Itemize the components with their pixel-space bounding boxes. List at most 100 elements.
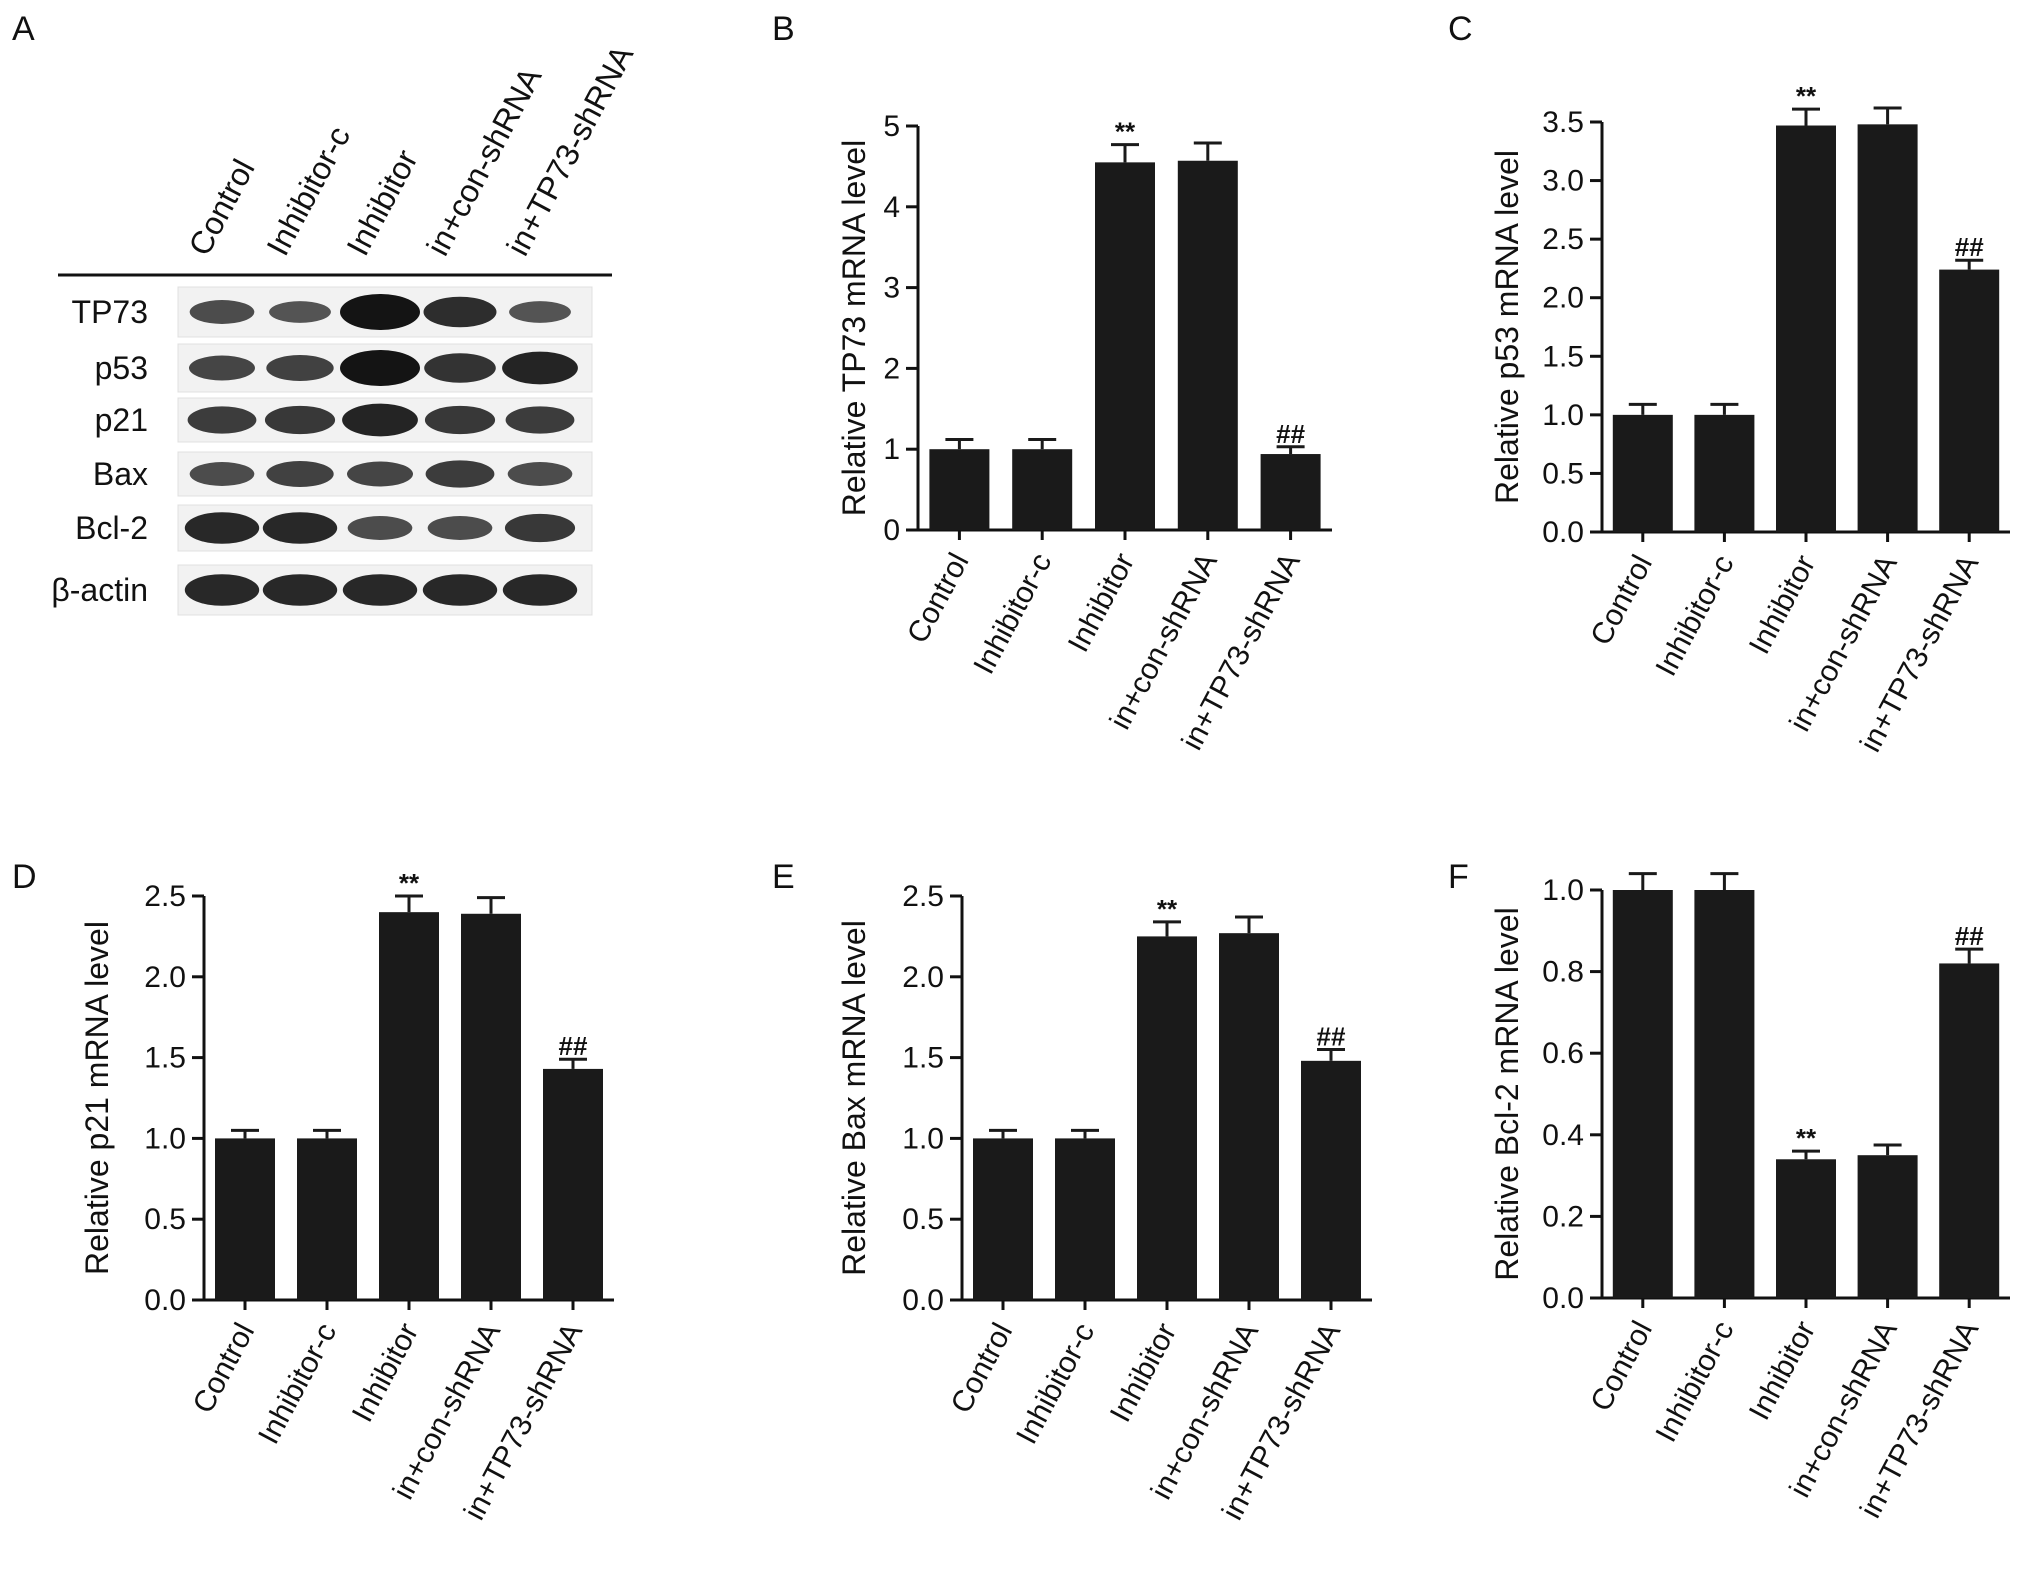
bar-group-inhibitor-c <box>1012 438 1073 530</box>
bar-inhibitor <box>379 912 439 1300</box>
y-tick-label: 2.0 <box>902 961 944 994</box>
blot-rows: TP73 p53 p21 Bax Bcl-2 β-actin <box>51 286 593 616</box>
blot-band <box>266 460 334 488</box>
blot-band <box>264 405 336 435</box>
bar-in-tp73-shrna <box>1939 963 2000 1298</box>
blot-band <box>187 406 257 434</box>
bar-group-in-tp73-shrna: ## <box>1939 232 2000 532</box>
bar-group-in-con-shrna <box>1219 915 1279 1300</box>
significance-label: ## <box>559 1031 588 1061</box>
bar-group-control <box>929 438 990 530</box>
bar-inhibitor <box>1776 1159 1836 1298</box>
bar-group-in-con-shrna <box>461 896 521 1300</box>
blot-band <box>266 354 334 382</box>
blot-row-actin: β-actin <box>51 564 593 616</box>
y-tick-label: 0.0 <box>1542 1282 1584 1315</box>
y-tick-label: 0.6 <box>1542 1037 1584 1070</box>
significance-label: ** <box>1157 894 1178 924</box>
panel-letter-b: B <box>772 10 795 48</box>
y-tick-label: 2 <box>883 352 900 385</box>
bar-inhibitor-c <box>1694 414 1755 532</box>
bar-group-control <box>215 1128 275 1300</box>
significance-label: ** <box>1796 81 1817 111</box>
y-tick-label: 2.5 <box>144 880 186 913</box>
bar-inhibitor-c <box>297 1138 357 1300</box>
blot-band <box>504 513 576 543</box>
y-axis-title: Relative Bcl-2 mRNA level <box>1489 907 1525 1280</box>
bar-group-in-tp73-shrna: ## <box>543 1031 603 1300</box>
blot-band <box>269 301 331 323</box>
blot-row-tp73: TP73 <box>72 286 593 338</box>
bar-in-tp73-shrna <box>543 1068 603 1300</box>
blot-row-p53: p53 <box>95 343 593 393</box>
bar-group-inhibitor-c <box>1694 402 1755 532</box>
bar-inhibitor <box>1137 936 1197 1300</box>
y-axis-title: Relative TP73 mRNA level <box>836 140 872 516</box>
bar-in-tp73-shrna <box>1939 269 2000 532</box>
y-tick-label: 1.0 <box>1542 399 1584 432</box>
panel-letter-c: C <box>1448 10 1473 48</box>
bar-group-inhibitor: ** <box>379 868 439 1300</box>
y-tick-label: 2.0 <box>1542 282 1584 315</box>
blot-band <box>340 294 420 330</box>
y-tick-label: 2.5 <box>902 880 944 913</box>
significance-label: ## <box>1955 921 1984 951</box>
y-axis-title: Relative p53 mRNA level <box>1489 150 1525 504</box>
y-tick-label: 0.0 <box>902 1284 944 1317</box>
bar-in-con-shrna <box>461 913 521 1300</box>
bar-in-con-shrna <box>1177 160 1238 530</box>
blot-band <box>423 296 497 328</box>
y-axis-title: Relative Bax mRNA level <box>836 920 872 1276</box>
bar-group-in-tp73-shrna: ## <box>1260 419 1321 530</box>
bar-group-in-con-shrna <box>1177 141 1238 530</box>
y-tick-label: 1.0 <box>1542 874 1584 907</box>
blot-band <box>424 353 496 383</box>
y-tick-label: 0.0 <box>144 1284 186 1317</box>
y-tick-label: 1.5 <box>902 1042 944 1075</box>
blot-row-label: Bax <box>93 456 148 492</box>
bar-in-con-shrna <box>1857 124 1918 532</box>
significance-label: ** <box>1796 1123 1817 1153</box>
bar-group-in-tp73-shrna: ## <box>1939 921 2000 1298</box>
y-tick-label: 1.0 <box>902 1122 944 1155</box>
bar-group-control <box>1612 402 1673 532</box>
bar-control <box>1612 890 1673 1298</box>
bar-inhibitor-c <box>1055 1138 1115 1300</box>
panel-letter-e: E <box>772 858 795 896</box>
significance-label: ## <box>1317 1022 1346 1052</box>
bar-group-inhibitor: ** <box>1776 81 1836 532</box>
y-tick-label: 5 <box>883 110 900 143</box>
significance-label: ## <box>1276 419 1305 449</box>
blot-band <box>262 512 338 544</box>
blot-row-bax: Bax <box>93 451 593 497</box>
bar-group-inhibitor: ** <box>1095 117 1155 531</box>
bar-control <box>215 1138 275 1300</box>
blot-row-label: β-actin <box>51 572 148 608</box>
blot-band <box>427 516 493 540</box>
bar-group-inhibitor-c <box>1694 872 1755 1298</box>
blot-band <box>347 461 413 487</box>
y-tick-label: 1 <box>883 433 900 466</box>
blot-band <box>422 574 498 606</box>
y-tick-label: 1.5 <box>144 1042 186 1075</box>
bar-group-control <box>1612 872 1673 1298</box>
blot-band <box>189 300 255 324</box>
blot-row-label: p21 <box>95 402 148 438</box>
bar-group-inhibitor: ** <box>1776 1123 1836 1298</box>
significance-label: ## <box>1955 232 1984 262</box>
bar-group-in-con-shrna <box>1857 106 1918 532</box>
blot-band <box>347 516 413 540</box>
y-tick-label: 3.5 <box>1542 106 1584 139</box>
blot-band <box>502 574 578 606</box>
bar-group-inhibitor-c <box>1055 1128 1115 1300</box>
blot-band <box>189 355 255 381</box>
bar-in-tp73-shrna <box>1301 1060 1361 1300</box>
y-tick-label: 2.0 <box>144 961 186 994</box>
bar-group-inhibitor: ** <box>1137 894 1197 1300</box>
bar-inhibitor-c <box>1694 890 1755 1298</box>
panel-f-chart: F 0.0 0.2 0.4 0.6 0.8 1.0 Relative Bcl-2 mRNA l… <box>1448 858 2010 1523</box>
blot-band <box>342 403 418 437</box>
blot-band <box>189 462 255 486</box>
